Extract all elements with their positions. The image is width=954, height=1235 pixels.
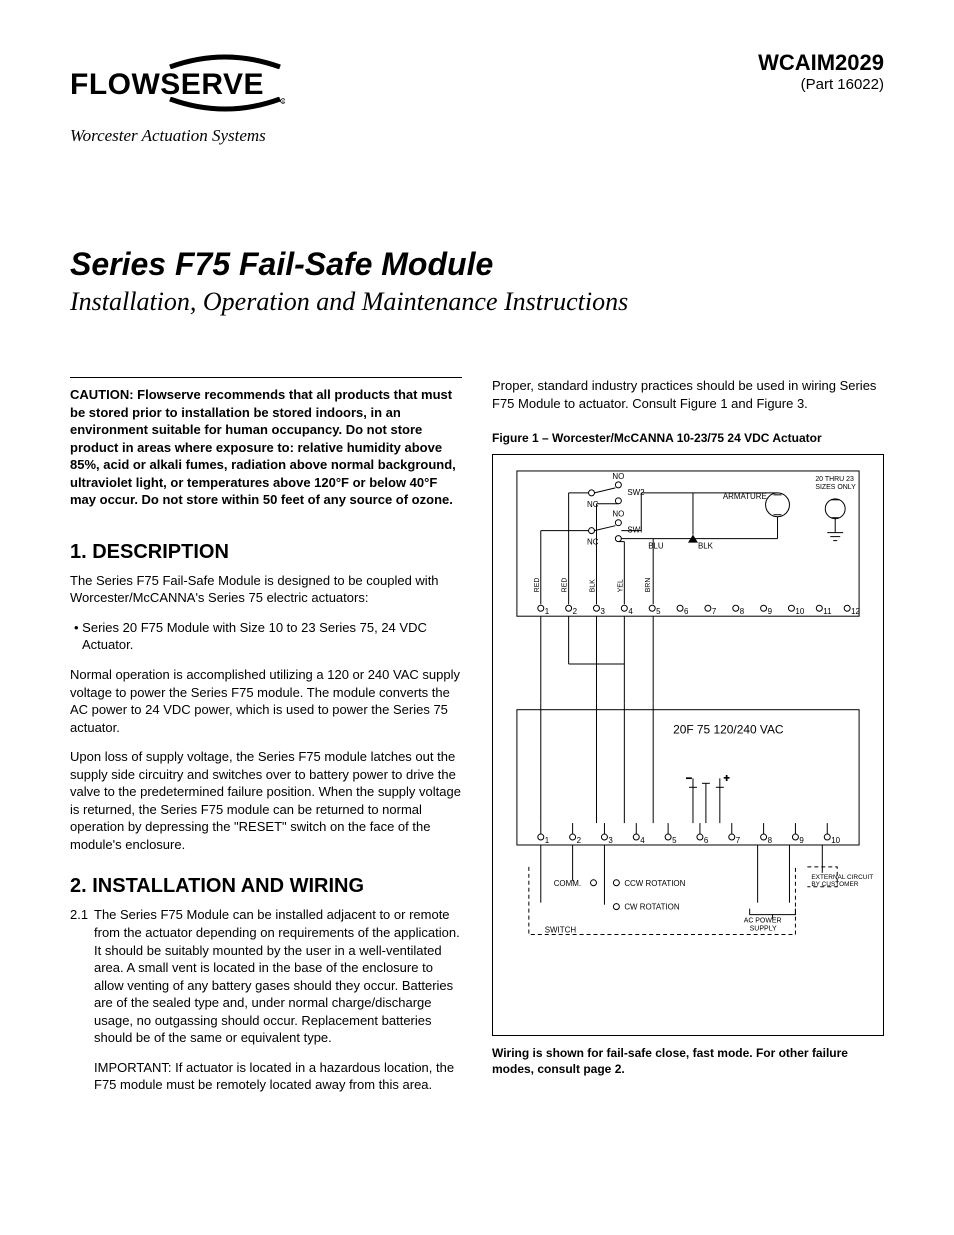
svg-text:BY CUSTOMER: BY CUSTOMER <box>811 881 858 888</box>
document-code: WCAIM2029 <box>758 50 884 76</box>
svg-text:−: − <box>686 774 692 785</box>
svg-text:COMM.: COMM. <box>554 879 581 888</box>
svg-text:3: 3 <box>608 836 613 845</box>
figure-1-diagram: NO SW2 NC NO SWI NC BLU <box>492 454 884 1036</box>
svg-text:SWI: SWI <box>627 526 642 535</box>
svg-text:6: 6 <box>704 836 709 845</box>
svg-text:2: 2 <box>573 607 578 616</box>
document-id-block: WCAIM2029 (Part 16022) <box>758 50 884 93</box>
section-1-heading: 1. DESCRIPTION <box>70 539 462 566</box>
svg-text:YEL: YEL <box>617 579 624 592</box>
svg-text:4: 4 <box>640 836 645 845</box>
section-1-p1: The Series F75 Fail-Safe Module is desig… <box>70 572 462 607</box>
svg-text:9: 9 <box>768 607 773 616</box>
svg-text:3: 3 <box>600 607 605 616</box>
figure-caption: Figure 1 – Worcester/McCANNA 10-23/75 24… <box>492 430 884 446</box>
sizes-l1: 20 THRU 23 <box>815 476 854 483</box>
right-column: Proper, standard industry practices shou… <box>492 377 884 1106</box>
section-1-bullet: • Series 20 F75 Module with Size 10 to 2… <box>70 619 462 654</box>
svg-text:2: 2 <box>577 836 582 845</box>
svg-text:BLK: BLK <box>698 542 714 551</box>
svg-text:1: 1 <box>545 607 550 616</box>
svg-text:8: 8 <box>768 836 773 845</box>
svg-text:BRN: BRN <box>645 578 652 593</box>
svg-text:SWITCH: SWITCH <box>545 926 577 935</box>
svg-text:NO: NO <box>612 472 624 481</box>
svg-text:BLU: BLU <box>648 542 664 551</box>
section-2-important: IMPORTANT: If actuator is located in a h… <box>94 1059 462 1094</box>
svg-text:7: 7 <box>712 607 717 616</box>
svg-text:AC POWER: AC POWER <box>744 918 782 925</box>
svg-text:10: 10 <box>795 607 804 616</box>
svg-text:9: 9 <box>799 836 804 845</box>
svg-text:BLK: BLK <box>589 579 596 593</box>
svg-text:EXTERNAL CIRCUIT: EXTERNAL CIRCUIT <box>811 874 873 881</box>
svg-text:NO: NO <box>612 510 624 519</box>
page-header: FLOWSERVE R Worcester Actuation Systems … <box>70 50 884 146</box>
logo-block: FLOWSERVE R Worcester Actuation Systems <box>70 50 285 146</box>
svg-text:SUPPLY: SUPPLY <box>750 926 777 933</box>
svg-text:CCW ROTATION: CCW ROTATION <box>624 879 685 888</box>
svg-text:SW2: SW2 <box>627 488 645 497</box>
svg-text:8: 8 <box>740 607 745 616</box>
wiring-diagram-icon: NO SW2 NC NO SWI NC BLU <box>499 465 877 1022</box>
logo-arc-bottom-icon: R <box>165 97 285 115</box>
item-text: The Series F75 Module can be installed a… <box>94 906 462 1046</box>
svg-text:5: 5 <box>672 836 677 845</box>
document-title-2: Installation, Operation and Maintenance … <box>70 287 884 317</box>
section-1-p3: Upon loss of supply voltage, the Series … <box>70 748 462 853</box>
svg-text:1: 1 <box>545 836 550 845</box>
svg-text:11: 11 <box>823 607 832 616</box>
right-intro: Proper, standard industry practices shou… <box>492 377 884 412</box>
two-column-layout: CAUTION: Flowserve recommends that all p… <box>70 377 884 1106</box>
section-2-heading: 2. INSTALLATION AND WIRING <box>70 873 462 900</box>
svg-text:CW ROTATION: CW ROTATION <box>624 903 680 912</box>
svg-text:RED: RED <box>562 578 569 593</box>
svg-text:6: 6 <box>684 607 689 616</box>
svg-text:4: 4 <box>628 607 633 616</box>
document-part: (Part 16022) <box>758 76 884 93</box>
svg-text:+: + <box>724 774 730 785</box>
caution-block: CAUTION: Flowserve recommends that all p… <box>70 377 462 509</box>
sizes-l2: SIZES ONLY <box>815 484 856 491</box>
svg-text:20F 75 120/240 VAC: 20F 75 120/240 VAC <box>673 723 784 737</box>
logo-arc-top-icon <box>165 53 285 69</box>
section-2-1: 2.1 The Series F75 Module can be install… <box>70 906 462 1046</box>
svg-text:RED: RED <box>534 578 541 593</box>
section-1-p2: Normal operation is accomplished utilizi… <box>70 666 462 736</box>
figure-note: Wiring is shown for fail-safe close, fas… <box>492 1046 884 1077</box>
left-column: CAUTION: Flowserve recommends that all p… <box>70 377 462 1106</box>
svg-text:10: 10 <box>831 836 840 845</box>
svg-text:7: 7 <box>736 836 741 845</box>
svg-text:R: R <box>282 100 285 104</box>
subsidiary-name: Worcester Actuation Systems <box>70 126 285 146</box>
document-title-1: Series F75 Fail-Safe Module <box>70 246 884 283</box>
svg-text:5: 5 <box>656 607 661 616</box>
item-number: 2.1 <box>70 906 94 1046</box>
